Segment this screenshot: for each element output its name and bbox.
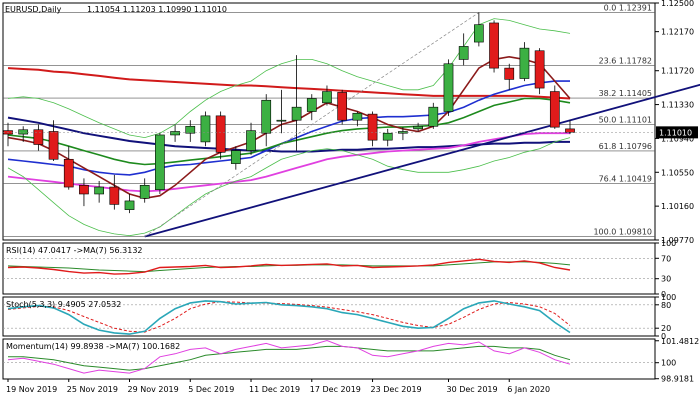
trendline bbox=[144, 83, 700, 238]
pane-frame-stoch bbox=[2, 296, 656, 337]
ma-line-ma_red bbox=[7, 67, 571, 100]
candle-body bbox=[458, 46, 469, 60]
main-ytick-label: 1.10160 bbox=[661, 202, 694, 211]
fib-level-label: 50.0 1.11101 bbox=[599, 115, 652, 124]
mom-header-label: Momentum(14) 99.8938 ->MA(7) 100.1682 bbox=[6, 342, 180, 351]
x-tick-label: 5 Dec 2019 bbox=[188, 385, 234, 394]
x-tick-label: 6 Jan 2020 bbox=[507, 385, 550, 394]
symbol-label: EURUSD,Daily bbox=[5, 5, 62, 14]
candle-body bbox=[382, 132, 393, 141]
candle-body bbox=[94, 186, 104, 195]
main-ytick-label: 1.11330 bbox=[661, 101, 694, 110]
main-ytick-label: 1.10940 bbox=[661, 134, 694, 143]
candle-body bbox=[48, 131, 59, 160]
stoch-k-line bbox=[7, 300, 571, 335]
rsi-line bbox=[7, 258, 571, 275]
candle-body bbox=[474, 24, 484, 43]
fib-level-label: 76.4 1.10419 bbox=[599, 175, 652, 184]
candle-body bbox=[261, 99, 272, 134]
candle-body bbox=[124, 200, 135, 210]
mom-ytick-label: 100 bbox=[661, 359, 676, 368]
pane-frame-mom bbox=[2, 338, 656, 380]
candle-body bbox=[18, 129, 29, 135]
x-tick-label: 11 Dec 2019 bbox=[249, 385, 300, 394]
x-tick-label: 17 Dec 2019 bbox=[310, 385, 361, 394]
momentum-line bbox=[7, 339, 571, 374]
x-tick-label: 29 Nov 2019 bbox=[128, 385, 179, 394]
ohlc-label: 1.11054 1.11203 1.10990 1.11010 bbox=[87, 5, 227, 14]
ma-line-ma_green bbox=[7, 97, 571, 166]
x-tick-label: 23 Dec 2019 bbox=[371, 385, 422, 394]
candle-body bbox=[534, 50, 545, 89]
x-tick-label: 19 Nov 2019 bbox=[6, 385, 57, 394]
candle-body bbox=[246, 130, 256, 151]
candle-body bbox=[291, 106, 302, 121]
candle-body bbox=[443, 63, 454, 112]
fib-level-label: 38.2 1.11405 bbox=[599, 89, 652, 98]
candle-body bbox=[413, 125, 423, 130]
candle-body bbox=[109, 186, 120, 205]
fib-level-label: 100.0 1.09810 bbox=[593, 228, 652, 237]
current-price-label: 1.11010 bbox=[659, 128, 692, 137]
stoch-ytick-label: 20 bbox=[661, 324, 671, 333]
candle-body bbox=[276, 119, 287, 122]
main-ytick-label: 1.12500 bbox=[661, 0, 694, 8]
mom-ytick-label: 101.4812 bbox=[661, 337, 699, 346]
candle-body bbox=[306, 98, 317, 112]
current-price-tag bbox=[656, 126, 698, 139]
ma-line-ma_blue bbox=[7, 80, 570, 176]
stoch-d-line bbox=[7, 301, 571, 333]
candle-body bbox=[79, 185, 89, 195]
candle-body bbox=[155, 134, 165, 190]
rsi-header-label: RSI(14) 47.0417 ->MA(7) 56.3132 bbox=[6, 246, 143, 255]
rsi-ytick-label: 70 bbox=[661, 254, 671, 263]
ma-line-ma_darkred bbox=[7, 55, 571, 200]
candle-body bbox=[185, 125, 196, 134]
fib-level-label: 61.8 1.10796 bbox=[599, 142, 652, 151]
candle-body bbox=[489, 22, 499, 69]
candle-body bbox=[352, 112, 363, 121]
fib-level-label: 23.6 1.11782 bbox=[599, 56, 652, 65]
candle-body bbox=[322, 91, 332, 104]
stoch-ytick-label: 80 bbox=[661, 301, 671, 310]
pane-frame-rsi bbox=[2, 242, 656, 295]
rsi-ytick-label: 0 bbox=[661, 290, 666, 299]
main-ytick-label: 1.11720 bbox=[661, 67, 694, 76]
candle-body bbox=[215, 115, 226, 153]
candle-body bbox=[549, 91, 560, 128]
stoch-header-label: Stoch(5,3,3) 9.4905 27.0532 bbox=[6, 300, 121, 309]
candle-body bbox=[33, 129, 44, 145]
candle-body bbox=[428, 106, 439, 127]
pane-frame-main bbox=[2, 2, 656, 241]
candle-body bbox=[139, 185, 150, 199]
candle-body bbox=[337, 92, 348, 121]
mom-ytick-label: 98.9181 bbox=[661, 375, 694, 384]
candle-body bbox=[519, 47, 530, 79]
stoch-ytick-label: 100 bbox=[661, 293, 676, 302]
x-tick-label: 25 Nov 2019 bbox=[67, 385, 118, 394]
candle-body bbox=[504, 67, 515, 80]
candle-body bbox=[200, 115, 211, 143]
stoch-ytick-label: 0 bbox=[661, 332, 666, 341]
candle-body bbox=[63, 158, 74, 188]
main-ytick-label: 1.09770 bbox=[661, 236, 694, 245]
candle-body bbox=[565, 128, 575, 133]
ma-line-bb_lower bbox=[7, 137, 571, 237]
candle-body bbox=[230, 150, 241, 164]
main-ytick-label: 1.12170 bbox=[661, 28, 694, 37]
rsi-ytick-label: 100 bbox=[661, 239, 676, 248]
candle-body bbox=[170, 131, 180, 136]
rsi-ytick-label: 30 bbox=[661, 275, 671, 284]
x-tick-label: 30 Dec 2019 bbox=[446, 385, 497, 394]
momentum-ma-line bbox=[8, 345, 571, 371]
main-ytick-label: 1.10550 bbox=[661, 168, 694, 177]
fib-anchor-line bbox=[144, 12, 480, 237]
candle-body bbox=[367, 113, 378, 141]
ma-line-ma_navy bbox=[7, 116, 570, 153]
fib-level-label: 0.0 1.12391 bbox=[604, 3, 652, 12]
